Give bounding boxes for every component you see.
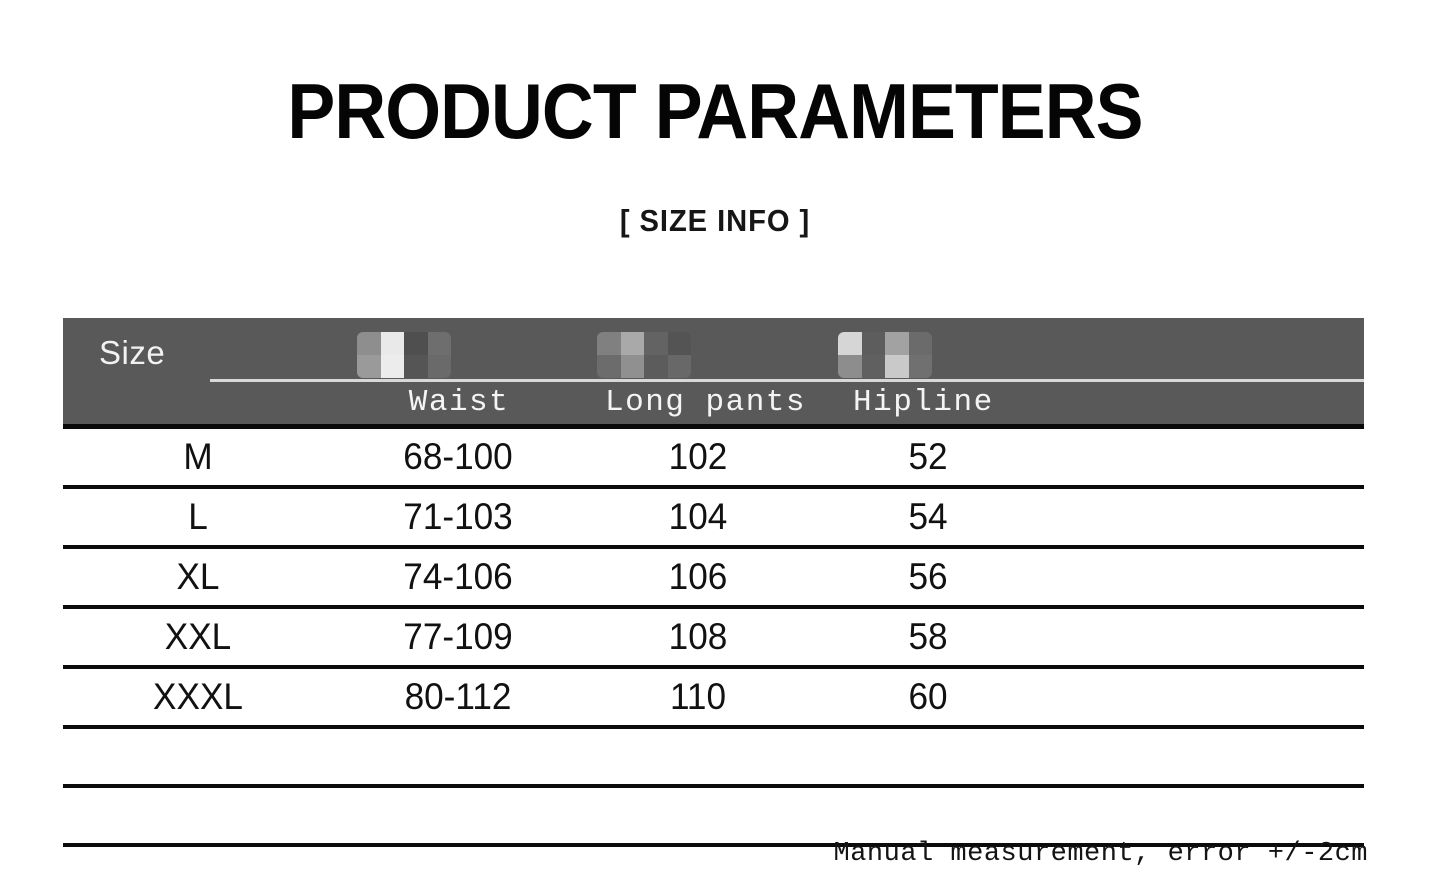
header-bottom-rule — [63, 424, 1364, 429]
table-row: M 68-100 102 52 — [63, 429, 1364, 489]
cell-hipline: 54 — [908, 496, 948, 537]
header-divider — [210, 379, 1364, 382]
cell-size: XXXL — [153, 676, 243, 717]
table-row: L 71-103 104 54 — [63, 489, 1364, 549]
mosaic-tile — [644, 355, 668, 378]
cell-long-pants: 108 — [668, 616, 728, 657]
mosaic-tile — [620, 355, 644, 378]
table-row: XXL 77-109 108 58 — [63, 609, 1364, 669]
table-row — [63, 788, 1364, 847]
mosaic-tile — [357, 355, 381, 378]
cell-long-pants: 110 — [669, 676, 727, 717]
page-subtitle: [ SIZE INFO ] — [619, 203, 811, 238]
cell-hipline: 52 — [908, 436, 948, 477]
mosaic-tile — [644, 332, 668, 355]
column-header-long-pants: Long pants — [604, 385, 807, 420]
column-header-hipline: Hipline — [853, 385, 994, 420]
mosaic-tile — [620, 332, 644, 355]
cell-size: M — [183, 436, 213, 477]
censored-header-3 — [838, 332, 932, 378]
column-header-size: Size — [99, 334, 166, 371]
cell-waist: 68-100 — [403, 436, 513, 477]
cell-long-pants: 104 — [668, 496, 728, 537]
table-header: Size — [63, 318, 1364, 424]
cell-size: XL — [176, 556, 220, 597]
mosaic-tile — [908, 332, 932, 355]
cell-hipline: 56 — [908, 556, 948, 597]
table-row: XXXL 80-112 110 60 — [63, 669, 1364, 729]
mosaic-tile — [380, 332, 404, 355]
cell-waist: 77-109 — [403, 616, 513, 657]
mosaic-tile — [885, 355, 909, 378]
mosaic-tile — [667, 332, 691, 355]
cell-size: L — [188, 496, 208, 537]
censored-header-2 — [597, 332, 691, 378]
cell-hipline: 60 — [908, 676, 948, 717]
mosaic-tile — [838, 355, 862, 378]
cell-waist: 71-103 — [403, 496, 513, 537]
table-body: M 68-100 102 52 L 71-103 104 54 XL 74-10… — [63, 429, 1364, 847]
table-row: XL 74-106 106 56 — [63, 549, 1364, 609]
mosaic-tile — [861, 332, 885, 355]
censored-header-1 — [357, 332, 451, 378]
mosaic-tile — [404, 332, 428, 355]
mosaic-tile — [404, 355, 428, 378]
measurement-note: Manual measurement, error +/-2cm — [833, 839, 1368, 869]
size-info-table: Size — [63, 318, 1364, 847]
cell-hipline: 58 — [908, 616, 948, 657]
cell-long-pants: 106 — [668, 556, 728, 597]
cell-waist: 80-112 — [404, 676, 512, 717]
mosaic-tile — [908, 355, 932, 378]
cell-long-pants: 102 — [668, 436, 728, 477]
mosaic-tile — [861, 355, 885, 378]
mosaic-tile — [667, 355, 691, 378]
mosaic-tile — [885, 332, 909, 355]
cell-waist: 74-106 — [403, 556, 513, 597]
cell-size: XXL — [164, 616, 232, 657]
mosaic-tile — [838, 332, 862, 355]
mosaic-tile — [427, 355, 451, 378]
mosaic-tile — [597, 332, 621, 355]
page-title: PRODUCT PARAMETERS — [287, 67, 1143, 155]
column-header-waist: Waist — [408, 385, 510, 420]
mosaic-tile — [427, 332, 451, 355]
table-row — [63, 729, 1364, 788]
mosaic-tile — [597, 355, 621, 378]
mosaic-tile — [357, 332, 381, 355]
mosaic-tile — [380, 355, 404, 378]
